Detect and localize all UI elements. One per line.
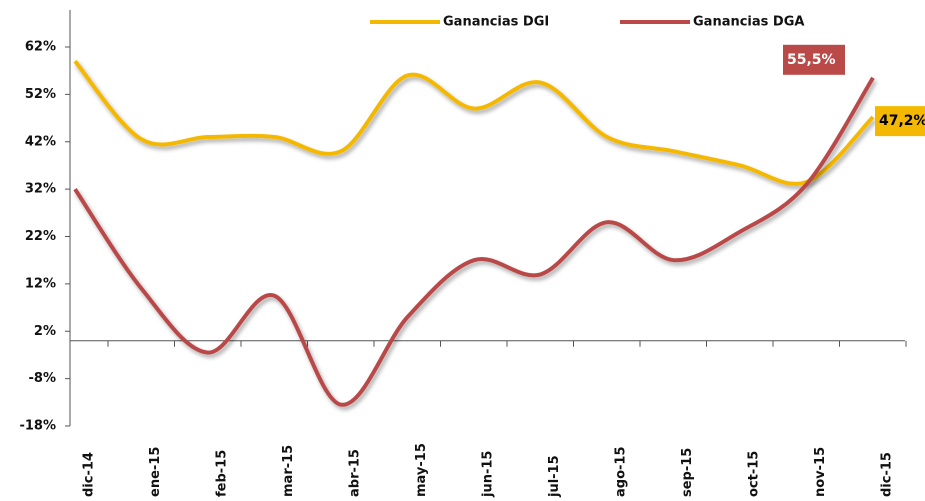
legend-label: Ganancias DGA [693, 15, 804, 30]
y-tick-label: -18% [19, 419, 56, 434]
x-tick-label: sep-15 [680, 448, 695, 497]
x-tick-label: feb-15 [215, 450, 230, 497]
y-tick-label: 52% [25, 87, 56, 102]
y-tick-label: 32% [25, 182, 56, 197]
value-label-box [875, 106, 925, 137]
y-tick-label: 42% [25, 134, 56, 149]
x-tick-label: jun-15 [481, 451, 496, 498]
x-tick-label: mar-15 [281, 445, 296, 497]
y-tick-label: -8% [29, 371, 56, 386]
x-tick-label: nov-15 [813, 447, 828, 497]
x-tick-label: ago-15 [614, 447, 629, 498]
legend-label: Ganancias DGI [443, 15, 549, 30]
y-tick-label: 22% [25, 229, 56, 244]
value-label: 55,5% [787, 52, 836, 68]
value-label: 47,2% [879, 113, 925, 129]
x-tick-label: abr-15 [348, 449, 363, 497]
x-tick-label: jul-15 [547, 455, 562, 498]
y-tick-label: 62% [25, 40, 56, 55]
x-tick-label: may-15 [414, 443, 429, 497]
y-tick-label: 12% [25, 276, 56, 291]
series-line [73, 59, 875, 186]
x-tick-label: oct-15 [747, 451, 762, 497]
value-label-box [783, 44, 845, 75]
y-tick-label: 2% [34, 324, 56, 339]
x-tick-label: ene-15 [148, 447, 163, 497]
x-tick-label: dic-15 [880, 452, 895, 497]
x-tick-label: dic-14 [82, 452, 97, 497]
series-line [73, 76, 875, 407]
